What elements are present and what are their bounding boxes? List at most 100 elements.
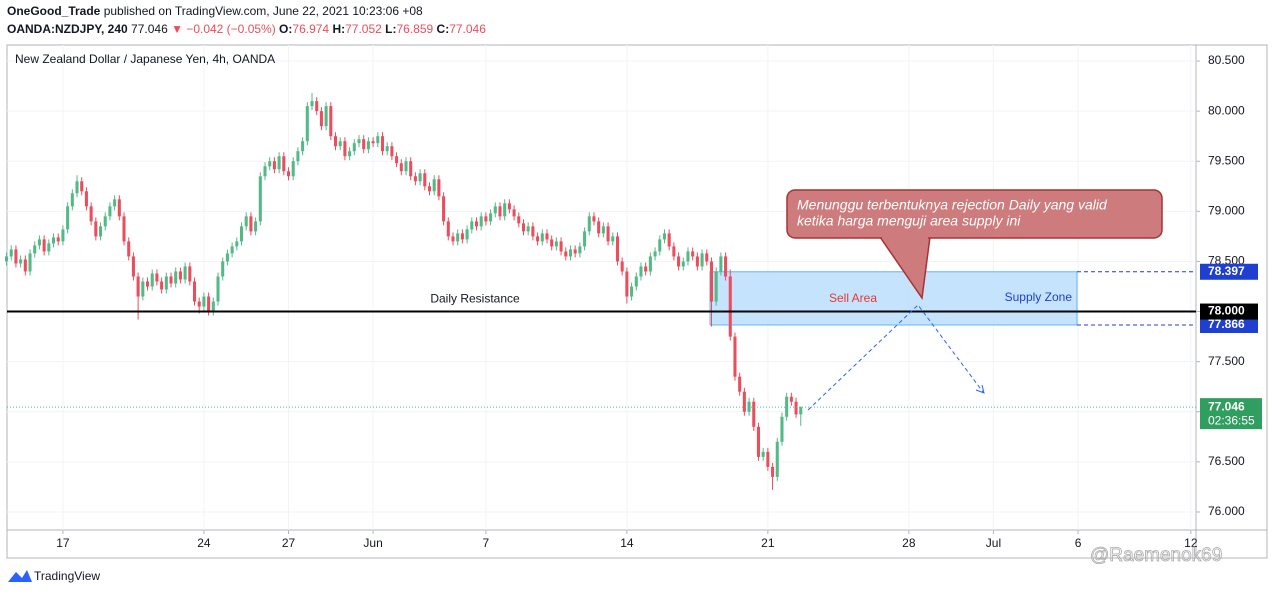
symbol: OANDA:NZDJPY, 240 <box>7 22 128 36</box>
h-value: 77.052 <box>345 22 382 36</box>
candle-body <box>33 245 37 254</box>
candle-body <box>235 241 239 247</box>
callout-box <box>786 189 1163 239</box>
candle-body <box>395 156 399 164</box>
candle-body <box>380 136 385 152</box>
price-label-box <box>1200 263 1258 280</box>
x-tick-label: 17 <box>56 536 70 550</box>
candle-body <box>47 243 51 252</box>
candle-body <box>329 106 333 137</box>
candle-body <box>587 216 591 232</box>
candle-body <box>324 106 328 127</box>
candle-body <box>385 146 389 152</box>
callout-join <box>882 235 928 239</box>
x-tick-label: 28 <box>902 536 916 550</box>
candle-body <box>714 271 718 302</box>
candle-body <box>747 401 751 412</box>
candle-body <box>761 451 765 457</box>
candle-body <box>658 239 662 252</box>
candle-body <box>230 246 234 254</box>
price-label: 78.000 <box>1208 304 1245 318</box>
candle-body <box>155 273 159 282</box>
candle-body <box>404 161 408 172</box>
footer: TradingView @Raemenok69 <box>8 545 1223 583</box>
candle-body <box>780 416 784 442</box>
candle-body <box>282 156 286 172</box>
candle-body <box>630 286 634 297</box>
countdown: 02:36:55 <box>1208 413 1255 427</box>
candle-body <box>507 203 511 210</box>
change: ▼ −0.042 (−0.05%) <box>171 22 276 36</box>
candle-body <box>489 213 493 222</box>
candle-body <box>597 221 601 234</box>
candle-body <box>169 276 173 284</box>
candle-body <box>564 251 568 257</box>
candle-body <box>136 276 140 297</box>
candle-body <box>305 106 309 142</box>
candle-body <box>789 396 793 402</box>
candle-body <box>470 221 474 230</box>
candle-body <box>545 233 549 240</box>
candle-body <box>98 226 103 237</box>
candle-body <box>592 216 596 222</box>
candle-body <box>738 376 742 392</box>
candle-body <box>338 141 342 147</box>
candle-body <box>56 237 60 242</box>
candle-body <box>371 141 375 144</box>
candle-body <box>686 251 690 262</box>
y-tick-label: 80.500 <box>1208 53 1245 67</box>
resistance-label: Daily Resistance <box>430 292 520 306</box>
candle-body <box>117 199 121 217</box>
y-tick-label: 77.500 <box>1208 354 1245 368</box>
candle-body <box>427 186 432 192</box>
candle-body <box>207 296 211 312</box>
candle-body <box>37 239 41 246</box>
candle-body <box>413 176 417 182</box>
candle-body <box>164 276 168 290</box>
candle-body <box>19 259 23 264</box>
x-tick-label: 12 <box>1184 536 1198 550</box>
candle-body <box>559 241 563 252</box>
zone-label: Supply Zone <box>1005 290 1073 304</box>
brand: TradingView <box>34 569 100 583</box>
candle-body <box>634 276 638 287</box>
candle-body <box>620 261 624 272</box>
candle-body <box>465 229 469 240</box>
x-tick-label: 21 <box>761 536 775 550</box>
candle-body <box>733 336 737 377</box>
candle-body <box>601 226 605 234</box>
candle-body <box>554 241 558 247</box>
y-tick-label: 79.500 <box>1208 153 1245 167</box>
candle-body <box>127 241 131 257</box>
candle-body <box>766 451 770 467</box>
candle-body <box>254 221 258 232</box>
last-price: 77.046 <box>131 22 168 36</box>
candle-body <box>258 176 262 222</box>
y-tick-label: 79.000 <box>1208 204 1245 218</box>
candle-body <box>14 249 18 264</box>
candle-body <box>160 281 164 290</box>
author: OneGood_Trade <box>7 4 101 18</box>
candle-body <box>700 253 704 267</box>
candle-body <box>771 466 775 477</box>
l-label: L: <box>385 22 396 36</box>
price-label: 78.397 <box>1208 264 1245 278</box>
candle-body <box>667 233 671 247</box>
candle-body <box>794 401 798 415</box>
candle-body <box>484 216 488 222</box>
x-tick-label: 7 <box>483 536 490 550</box>
candle-body <box>272 161 276 170</box>
candle-body <box>709 261 713 302</box>
candle-body <box>244 216 248 227</box>
candle-body <box>150 273 154 287</box>
h-label: H: <box>332 22 345 36</box>
callout-text: Menunggu terbentuknya rejection Daily ya… <box>797 197 1108 213</box>
candle-body <box>239 226 244 242</box>
chart-title: New Zealand Dollar / Japanese Yen, 4h, O… <box>15 52 275 66</box>
candle-body <box>474 221 479 227</box>
candle-body <box>611 236 615 242</box>
price-label-box <box>1200 398 1262 430</box>
candle-body <box>291 161 295 177</box>
candle-body <box>183 266 187 280</box>
